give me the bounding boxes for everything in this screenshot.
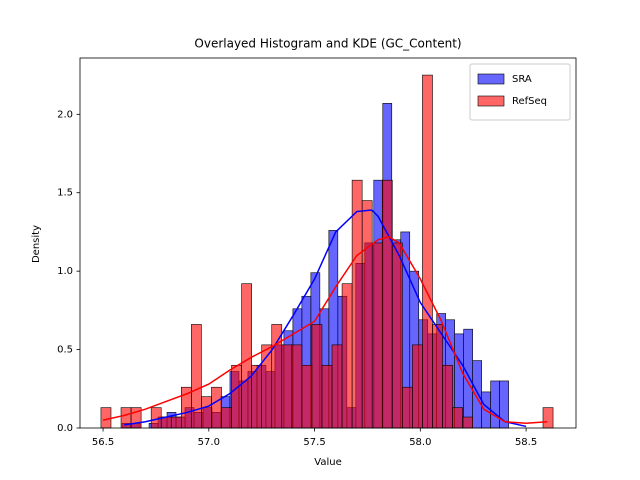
y-tick-label: 1.5 <box>57 188 73 199</box>
x-tick-label: 57.5 <box>303 437 325 448</box>
histogram-bar <box>301 364 313 429</box>
axes-frame <box>79 57 577 429</box>
histogram-bar <box>412 344 423 429</box>
histogram-bar <box>321 364 333 429</box>
histogram-bar <box>490 380 500 429</box>
x-tick-label: 58.0 <box>409 437 431 448</box>
x-tick-label: 56.5 <box>92 437 114 448</box>
histogram-bar <box>392 242 403 429</box>
histogram-bar <box>422 74 433 429</box>
legend-swatch <box>477 95 505 107</box>
y-tick-label: 0.0 <box>57 423 73 434</box>
histogram-bar <box>472 360 482 429</box>
x-tick-label: 58.5 <box>515 437 537 448</box>
legend-label: RefSeq <box>512 96 547 107</box>
histogram-bar <box>361 200 373 429</box>
histogram-bar <box>160 416 172 429</box>
histogram-bar <box>371 242 383 429</box>
histogram-bar <box>542 407 554 429</box>
kde-line <box>102 235 548 425</box>
histogram-bar <box>341 283 353 429</box>
x-tick-label: 57.0 <box>198 437 220 448</box>
histogram-bar <box>281 344 293 429</box>
y-tick-label: 2.0 <box>57 109 73 120</box>
y-tick-label: 1.0 <box>57 266 73 277</box>
histogram-bar <box>331 344 343 429</box>
histogram-bar <box>100 407 112 429</box>
y-axis-label: Density <box>31 225 42 263</box>
histogram-bar <box>211 386 222 429</box>
histogram-bar <box>221 407 232 429</box>
histogram-bar <box>462 416 473 429</box>
histogram-bar <box>402 386 413 429</box>
histogram-bar <box>311 324 323 429</box>
legend-label: SRA <box>512 74 532 85</box>
histogram-bar <box>231 364 242 429</box>
histogram-bar <box>241 283 252 429</box>
histogram-bar <box>351 179 363 429</box>
x-axis-label: Value <box>314 457 341 468</box>
histogram-bar <box>442 364 453 429</box>
histogram-bar <box>452 407 463 429</box>
legend-swatch <box>477 73 505 85</box>
legend-box <box>469 63 571 121</box>
histogram-bar <box>271 324 283 429</box>
chart-title: Overlayed Histogram and KDE (GC_Content) <box>194 37 461 51</box>
histogram-bar <box>291 344 303 429</box>
histogram-bar <box>191 324 202 429</box>
y-tick-label: 0.5 <box>57 345 73 356</box>
histogram-bar <box>381 179 393 429</box>
histogram-bar <box>170 416 182 429</box>
histogram-bar <box>432 324 443 429</box>
histogram-bar <box>201 396 212 429</box>
